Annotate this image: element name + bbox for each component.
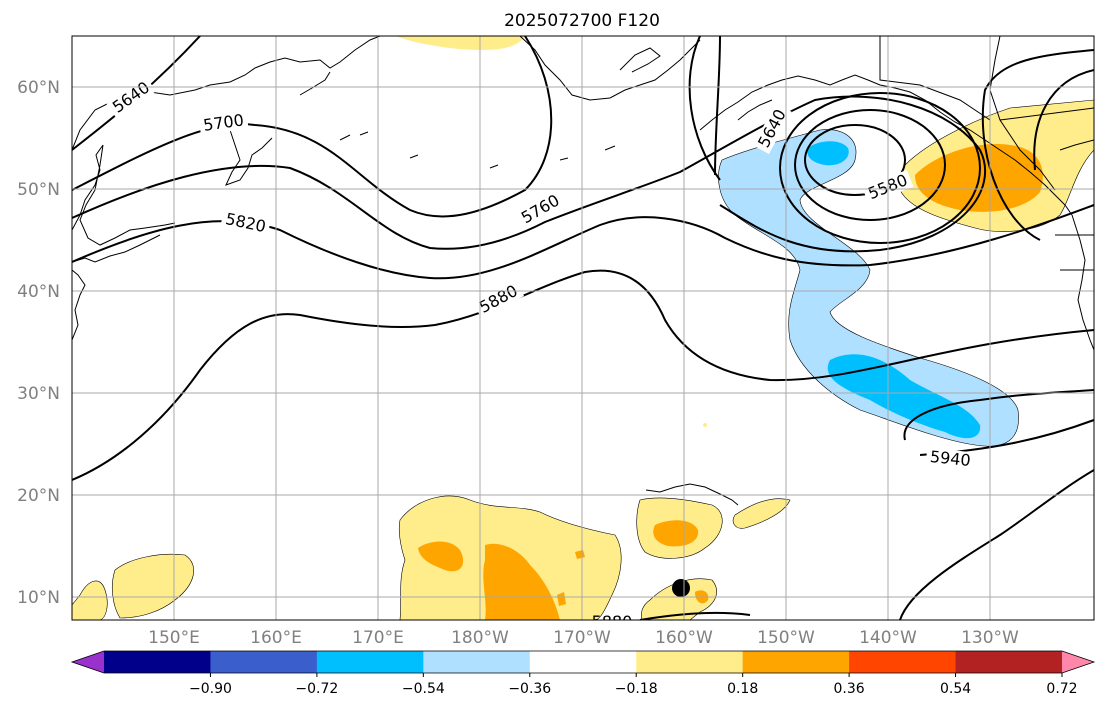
contour-label: 5700 bbox=[202, 110, 245, 134]
storm-position-marker bbox=[672, 579, 690, 597]
contour-label: 5820 bbox=[224, 209, 268, 236]
lon-label: 170°E bbox=[352, 628, 404, 648]
lon-label: 150°E bbox=[148, 628, 200, 648]
lon-label: 150°W bbox=[757, 628, 815, 648]
lon-label: 180°W bbox=[451, 628, 509, 648]
colorbar-extend-low bbox=[72, 651, 104, 673]
map-area: 5640 5700 5820 5760 5880 5640 5580 5940 … bbox=[72, 36, 1094, 631]
colorbar-segment bbox=[636, 651, 744, 673]
lon-label: 160°E bbox=[250, 628, 302, 648]
colorbar-tick-label: −0.72 bbox=[295, 681, 338, 697]
lon-label: 140°W bbox=[859, 628, 917, 648]
colorbar-tick-label: 0.54 bbox=[940, 681, 971, 697]
colorbar-outline bbox=[70, 650, 1096, 674]
lat-label: 60°N bbox=[17, 78, 60, 98]
map-frame bbox=[71, 35, 1095, 621]
coastlines bbox=[72, 36, 1094, 506]
latitude-labels: 60°N 50°N 40°N 30°N 20°N 10°N bbox=[17, 78, 60, 608]
lon-label: 160°W bbox=[655, 628, 713, 648]
longitude-labels: 150°E 160°E 170°E 180°W 170°W 160°W 150°… bbox=[148, 628, 1019, 648]
lon-label: 130°W bbox=[961, 628, 1019, 648]
colorbar: −0.90 −0.72 −0.54 −0.36 −0.18 0.18 0.36 0.54 0.7… bbox=[70, 650, 1096, 697]
anomaly-fill-light-blue bbox=[718, 129, 1019, 447]
lat-label: 10°N bbox=[17, 588, 60, 608]
colorbar-extend-high bbox=[1062, 651, 1094, 673]
colorbar-tick-label: −0.18 bbox=[615, 681, 658, 697]
contour-label: 5880 bbox=[592, 612, 633, 631]
colorbar-tick-label: −0.36 bbox=[508, 681, 551, 697]
colorbar-segment bbox=[210, 651, 318, 673]
lat-label: 20°N bbox=[17, 486, 60, 506]
contour-label: 5940 bbox=[929, 447, 971, 470]
lat-label: 50°N bbox=[17, 180, 60, 200]
colorbar-tick-label: 0.18 bbox=[727, 681, 758, 697]
map-title: 2025072700 F120 bbox=[504, 11, 660, 31]
colorbar-segment bbox=[529, 651, 637, 673]
height-contours bbox=[72, 36, 1094, 620]
lat-label: 40°N bbox=[17, 282, 60, 302]
contour-label: 5880 bbox=[476, 281, 521, 317]
colorbar-segment bbox=[104, 651, 211, 673]
lon-label: 170°W bbox=[553, 628, 611, 648]
colorbar-tick-label: 0.36 bbox=[834, 681, 865, 697]
colorbar-tick-label: −0.90 bbox=[189, 681, 232, 697]
colorbar-segment bbox=[316, 651, 424, 673]
colorbar-segment bbox=[742, 651, 850, 673]
graticule bbox=[72, 36, 1094, 620]
lat-label: 30°N bbox=[17, 384, 60, 404]
anomaly-fill-blue bbox=[807, 141, 981, 439]
contour-label: 5760 bbox=[518, 191, 563, 228]
colorbar-tick-label: 0.72 bbox=[1046, 681, 1077, 697]
colorbar-segment bbox=[849, 651, 957, 673]
colorbar-segment bbox=[955, 651, 1063, 673]
colorbar-segment bbox=[423, 651, 531, 673]
colorbar-tick-label: −0.54 bbox=[402, 681, 445, 697]
